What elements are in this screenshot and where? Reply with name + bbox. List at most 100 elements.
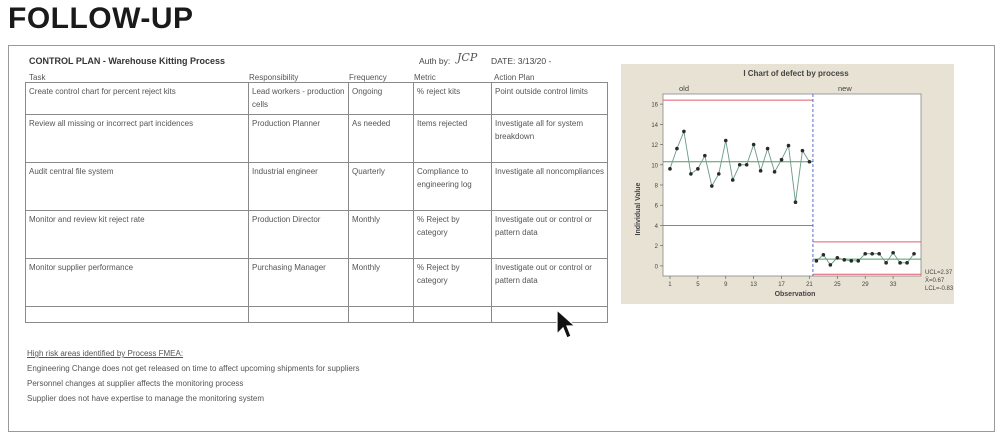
table-cell: % Reject by category [413,258,492,307]
table-cell: Investigate out or control or pattern da… [491,258,608,307]
y-tick-label: 6 [655,204,659,210]
column-header-action-plan: Action Plan [494,73,535,82]
mouse-cursor-icon [556,308,577,339]
control-plan-document: CONTROL PLAN - Warehouse Kitting Process… [8,45,995,432]
x-tick-label: 13 [750,282,757,288]
data-point [856,259,861,263]
table-cell: Production Planner [248,114,349,163]
risk-heading: High risk areas identified by Process FM… [27,349,184,358]
table-cell: Ongoing [348,82,414,115]
data-point [716,172,721,176]
control-plan-title: CONTROL PLAN - Warehouse Kitting Process [29,56,226,66]
data-point [689,172,693,176]
risk-item: Personnel changes at supplier affects th… [27,379,244,388]
risk-item: Engineering Change does not get released… [27,364,360,373]
lcl-label: LCL=-0.83 [925,286,954,292]
data-point [807,159,812,164]
data-point [675,146,679,151]
x-tick-label: 29 [862,282,869,288]
y-tick-label: 8 [655,184,659,190]
table-cell: % Reject by category [413,210,492,259]
data-point [863,251,868,256]
i-chart: I Chart of defect by process old new Ind… [635,69,954,298]
chart-title: I Chart of defect by process [743,69,849,78]
stage-label-old: old [679,84,689,93]
table-cell: % reject kits [413,82,492,115]
data-point [898,261,902,265]
table-cell: As needed [348,114,414,163]
table-row: Review all missing or incorrect part inc… [25,114,608,163]
table-cell: Compliance to engineering log [413,162,492,211]
x-tick-label: 9 [724,282,728,288]
x-tick-label: 17 [778,282,785,288]
table-row: Audit central file system Industrial eng… [25,162,608,211]
table-cell: Industrial engineer [248,162,349,211]
table-cell [491,306,608,323]
data-point [772,170,777,174]
y-tick-label: 16 [651,103,658,109]
table-cell: Production Director [248,210,349,259]
data-point [703,153,707,158]
y-tick-label: 0 [655,264,659,270]
table-row [25,306,608,323]
table-cell [348,306,414,323]
data-point [912,251,916,256]
table-cell: Review all missing or incorrect part inc… [25,114,249,163]
table-cell: Purchasing Manager [248,258,349,307]
stage-label-new: new [838,84,852,93]
table-row: Create control chart for percent reject … [25,82,608,115]
table-cell: Create control chart for percent reject … [25,82,249,115]
data-point [730,178,735,182]
x-tick-label: 25 [834,282,841,288]
table-cell: Quarterly [348,162,414,211]
y-tick-label: 14 [651,123,658,129]
data-point [696,167,700,171]
table-cell: Items rejected [413,114,492,163]
data-point [835,256,840,260]
x-tick-label: 33 [890,282,897,288]
table-cell: Audit central file system [25,162,249,211]
y-tick-label: 10 [651,163,658,169]
data-point [723,138,728,143]
data-point [828,263,833,267]
y-tick-label: 12 [651,143,658,149]
table-cell: Lead workers - production cells [248,82,349,115]
data-point [682,129,686,134]
data-point [765,146,770,151]
plot-area [662,93,922,277]
table-cell: Monthly [348,210,414,259]
auth-label: Auth by: [419,56,451,66]
y-tick-label: 2 [655,244,659,250]
risk-item: Supplier does not have expertise to mana… [27,394,265,403]
x-tick-label: 1 [668,282,672,288]
i-chart-panel: I Chart of defect by process old new Ind… [621,64,954,304]
column-header-task: Task [29,73,46,82]
data-point [793,200,798,204]
ucl-label: UCL=2.37 [925,270,953,276]
data-point [905,261,909,265]
y-axis-label: Individual Value [635,182,642,235]
data-point [884,261,888,265]
table-cell: Monthly [348,258,414,307]
table-cell [248,306,349,323]
data-point [751,142,756,147]
data-point [668,167,672,171]
control-plan-table: Create control chart for percent reject … [25,82,608,323]
data-point [737,162,742,167]
data-point [870,251,874,256]
table-cell: Monitor supplier performance [25,258,249,307]
table-cell: Point outside control limits [491,82,608,115]
data-point [786,143,791,148]
data-point [779,157,784,162]
column-header-responsibility: Responsibility [249,73,299,82]
x-tick-label: 21 [806,282,813,288]
slide-title: FOLLOW-UP [8,2,194,35]
data-point [814,259,819,263]
x-axis-label: Observation [775,291,816,298]
column-header-frequency: Frequency [349,73,387,82]
data-point [710,184,714,188]
table-cell: Investigate all for system breakdown [491,114,608,163]
y-tick-label: 4 [655,224,659,230]
data-point [891,250,895,255]
table-cell: Investigate all noncompliances [491,162,608,211]
